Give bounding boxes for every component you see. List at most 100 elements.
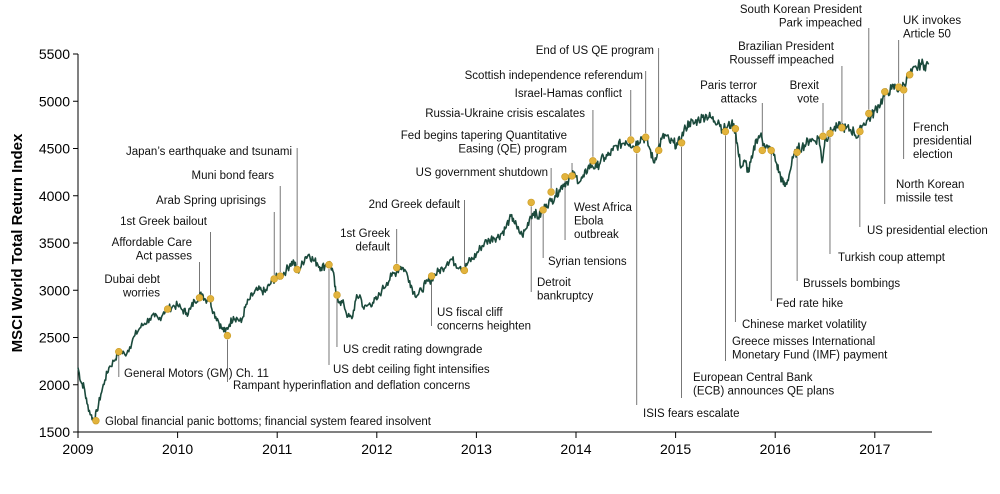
x-axis-ticks: 2009 2010 2011 2012 2013 2014 2015 2016 2017 <box>62 432 891 457</box>
event-label-line: Fed rate hike <box>776 298 843 310</box>
event-label-line: Syrian tensions <box>548 256 627 268</box>
event-label-line: US credit rating downgrade <box>343 344 482 356</box>
event-marker <box>758 146 766 155</box>
event-label: Paris terror attacks <box>700 80 757 106</box>
event-label: Fed begins tapering Quantitative Easing (… <box>401 130 567 156</box>
y-tick-label: 4500 <box>39 141 70 157</box>
event-marker <box>561 173 569 181</box>
event-marker <box>838 123 846 132</box>
event-label: US fiscal cliff concerns heighten <box>437 307 531 333</box>
event-label-line: French <box>913 122 949 134</box>
event-label: End of US QE program <box>536 45 654 57</box>
x-tick-label: 2014 <box>560 441 591 457</box>
event-label: US debt ceiling fight intensifies <box>333 364 490 376</box>
event-marker <box>899 86 908 94</box>
event-label-line: Rousseff impeached <box>729 55 834 67</box>
y-axis-ticks: 1500 2000 2500 3000 3500 4000 4500 5000 5500 <box>39 46 78 440</box>
event-marker <box>826 129 834 138</box>
x-tick-label: 2015 <box>660 441 691 457</box>
event-label-line: UK invokes <box>903 15 961 27</box>
event-label: 1st Greek default <box>340 228 391 254</box>
series <box>77 58 930 422</box>
event-label: French presidential election <box>913 122 972 161</box>
event-label-line: missile test <box>896 193 954 205</box>
event-marker <box>856 127 864 136</box>
event-label-line: General Motors (GM) Ch. 11 <box>124 368 269 380</box>
event-label: West Africa Ebola outbreak <box>574 202 633 241</box>
y-tick-label: 4000 <box>39 188 70 204</box>
event-label-line: Japan’s earthquake and tsunami <box>126 146 292 158</box>
event-label: Affordable Care Act passes <box>112 237 193 263</box>
event-label: US credit rating downgrade <box>343 344 482 356</box>
event-label-line: End of US QE program <box>536 45 654 57</box>
y-tick-label: 5500 <box>39 46 70 62</box>
event-label-line: worries <box>122 288 160 300</box>
event-label: 1st Greek bailout <box>120 216 208 228</box>
y-axis-label: MSCI World Total Return Index <box>9 133 26 352</box>
y-tick-label: 1500 <box>39 424 70 440</box>
event-label: Chinese market volatility <box>742 319 867 331</box>
y-tick-label: 2500 <box>39 330 70 346</box>
event-label-line: South Korean President <box>740 4 863 16</box>
event-label-line: concerns heighten <box>437 321 531 333</box>
event-marker <box>393 263 401 272</box>
event-marker <box>677 139 686 147</box>
event-marker <box>293 265 301 274</box>
event-label-line: 1st Greek <box>340 228 390 240</box>
event-label: US government shutdown <box>416 167 548 179</box>
event-marker <box>527 198 535 207</box>
x-tick-label: 2013 <box>461 441 492 457</box>
event-label-line: Detroit <box>537 277 572 289</box>
event-label-line: US debt ceiling fight intensifies <box>333 364 490 376</box>
event-marker <box>270 275 278 283</box>
event-marker <box>731 124 740 133</box>
event-label: Detroit bankruptcy <box>537 277 594 303</box>
event-marker <box>589 157 597 165</box>
event-label-line: attacks <box>721 94 758 106</box>
event-label: Brexit vote <box>790 80 820 106</box>
event-label: Dubai debt worries <box>104 274 160 300</box>
event-label-line: Chinese market volatility <box>742 319 867 331</box>
event-markers <box>92 71 914 425</box>
y-tick-label: 5000 <box>39 93 70 109</box>
event-marker <box>539 206 547 214</box>
event-annotations: Global financial panic bottoms; financia… <box>104 4 987 428</box>
event-marker <box>460 266 469 275</box>
y-tick-label: 3500 <box>39 235 70 251</box>
event-marker <box>865 109 873 118</box>
event-label-line: Act passes <box>136 251 192 263</box>
event-label-line: outbreak <box>574 229 619 241</box>
event-label-line: US presidential election <box>867 225 988 237</box>
event-label-line: vote <box>797 94 819 106</box>
event-label-line: Fed begins tapering Quantitative <box>401 130 567 142</box>
event-marker <box>206 295 215 303</box>
event-label: 2nd Greek default <box>369 199 461 211</box>
event-marker <box>333 291 341 299</box>
event-label-line: Turkish coup attempt <box>838 252 946 264</box>
event-marker <box>793 148 801 157</box>
event-label-line: Park impeached <box>779 18 862 30</box>
event-label-line: US government shutdown <box>416 167 548 179</box>
event-marker <box>92 417 100 425</box>
event-label-line: Article 50 <box>903 29 951 41</box>
x-tick-label: 2010 <box>162 441 193 457</box>
x-tick-label: 2012 <box>361 441 392 457</box>
event-label: Israel-Hamas conflict <box>515 88 623 100</box>
event-label: Scottish independence referendum <box>465 70 643 82</box>
event-label: Arab Spring uprisings <box>156 195 266 207</box>
event-marker <box>223 331 232 340</box>
event-label: Fed rate hike <box>776 298 843 310</box>
event-marker <box>819 132 827 140</box>
event-marker <box>721 127 730 136</box>
event-label-line: Arab Spring uprisings <box>156 195 266 207</box>
event-marker <box>905 71 914 79</box>
event-label-line: Scottish independence referendum <box>465 70 643 82</box>
event-marker <box>163 305 172 313</box>
event-marker <box>568 172 576 180</box>
event-label-line: Dubai debt <box>104 274 160 286</box>
event-label-line: Rampant hyperinflation and deflation con… <box>233 380 470 392</box>
event-label: ISIS fears escalate <box>643 408 740 420</box>
event-label: Brazilian President Rousseff impeached <box>729 41 834 67</box>
event-label: Turkish coup attempt <box>838 252 946 264</box>
